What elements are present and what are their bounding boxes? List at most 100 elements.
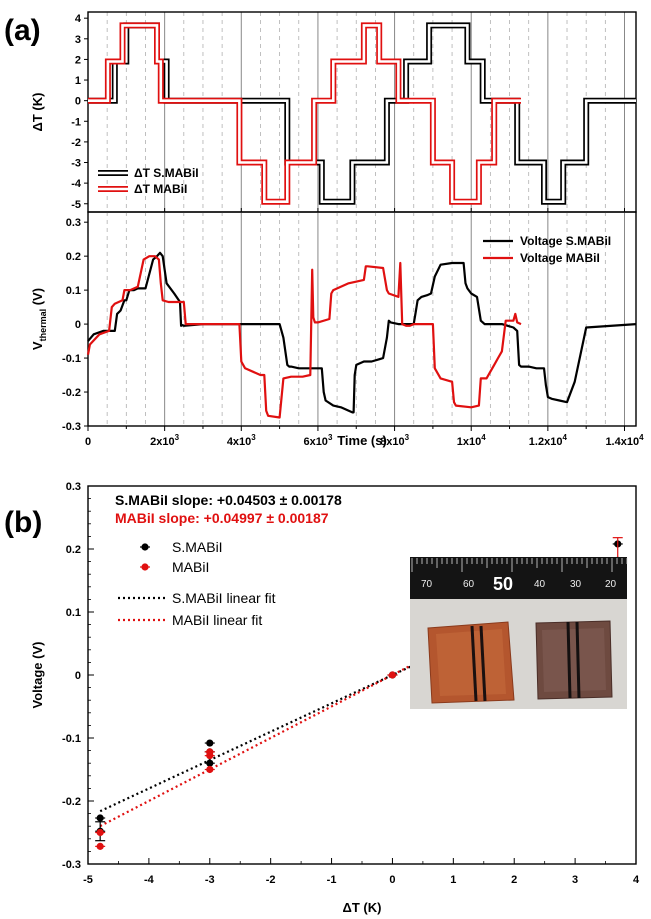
x-tick-label: 8x103 [380,433,409,448]
y-tick-label: 0.3 [66,481,81,493]
y-axis-label-unit: (V) [30,288,45,309]
x-tick-base: 4x10 [227,436,251,448]
x-tick-base: 1.2x10 [529,436,563,448]
legend-label: Voltage S.MABiI [520,234,611,248]
x-tick-exponent: 4 [562,433,567,442]
legend-label: ΔT S.MABiI [134,166,199,180]
x-tick-base: 1.4x10 [605,436,639,448]
x-tick-label: 3 [572,874,578,886]
x-tick-label: 2 [511,874,517,886]
series-line [86,255,522,419]
y-axis-label-sub: thermal [38,309,48,342]
y-tick-label: -0.1 [62,353,81,365]
ruler-number: 70 [421,579,433,590]
x-tick-label: 1.2x104 [529,433,568,448]
x-tick-label: -4 [144,874,155,886]
x-tick-label: 1.4x104 [605,433,644,448]
inset-ruler [410,557,627,599]
ruler-number: 40 [534,579,546,590]
slope-annotation: S.MABiI slope: +0.04503 ± 0.00178 [115,492,342,508]
x-tick-exponent: 3 [328,433,333,442]
y-tick-label: -4 [71,178,82,190]
x-tick-label: -3 [205,874,215,886]
x-axis-label: Time (s) [337,433,387,448]
x-tick-exponent: 4 [481,433,486,442]
x-tick-label: 4x103 [227,433,256,448]
ruler-ticks [411,558,628,572]
ruler-number: 60 [463,579,475,590]
x-tick-label: -1 [327,874,337,886]
x-axis-label: ΔT (K) [343,900,382,915]
y-tick-label: -1 [71,116,81,128]
x-tick-base: 2x10 [150,436,174,448]
series-line-inner [88,24,521,203]
legend-label: MABiI linear fit [172,612,262,628]
y-tick-label: 3 [75,34,81,46]
y-tick-label: 1 [75,75,81,87]
x-tick-label: 2x103 [150,433,179,448]
panel-a-label: (a) [4,14,41,47]
y-tick-label: -0.2 [62,796,81,808]
y-tick-label: 4 [75,13,82,25]
ruler-number: 30 [570,579,582,590]
ruler-number: 50 [493,574,513,594]
y-tick-label: -0.3 [62,859,81,871]
series-line [87,251,637,414]
x-tick-base: 6x10 [303,436,327,448]
y-tick-label: 2 [75,54,81,66]
x-tick-exponent: 4 [639,433,644,442]
legend-label: Voltage MABiI [520,251,600,265]
sample-mabii [427,621,515,704]
legend-label: S.MABiI [172,539,223,555]
x-tick-label: 1x104 [457,433,486,448]
y-axis-label: ΔT (K) [30,93,45,132]
x-tick-exponent: 3 [251,433,256,442]
y-tick-label: -5 [71,199,81,211]
x-tick-exponent: 3 [405,433,410,442]
ruler-number: 20 [605,579,617,590]
y-tick-label: -3 [71,158,81,170]
y-tick-label: 0 [75,96,81,108]
y-tick-label: 0 [75,319,81,331]
x-tick-base: 0 [85,436,91,448]
data-point [96,828,104,837]
x-tick-base: 8x10 [380,436,404,448]
data-point [206,752,214,760]
sample-smabii [535,620,613,700]
panel-b-chart: -0.3 -0.2 -0.1 0 0.1 0.2 0.3 -5 -4 -3 -2 -1 0 1 2 3 4 ΔT … [30,481,640,915]
data-point [206,739,214,747]
y-tick-label: 0 [75,670,81,682]
x-tick-label: 4 [633,874,640,886]
panel-b-label: (b) [4,506,42,539]
y-tick-label: -0.3 [62,421,81,433]
y-tick-label: -0.2 [62,387,81,399]
inset-photo: 70 60 50 40 30 20 [410,557,628,709]
data-point [96,842,104,850]
x-tick-label: -5 [83,874,93,886]
panel-a-bottom-chart: -0.3-0.2-0.100.10.20.30 2x103 4x103 6x103 8x… [30,211,644,448]
slope-annotation: MABiI slope: +0.04997 ± 0.00187 [115,510,329,526]
x-tick-label: -2 [266,874,276,886]
data-point [388,671,397,679]
y-tick-label: 0.2 [66,544,81,556]
x-tick-base: 1x10 [457,436,481,448]
data-point [206,759,214,767]
data-point [96,814,104,822]
plot-frame [87,211,637,427]
data-point [206,765,214,774]
y-tick-label: 0.2 [66,251,81,263]
legend-label: S.MABiI linear fit [172,590,276,606]
y-axis-label: Voltage (V) [30,642,45,709]
y-axis-label: Vthermal (V) [30,288,48,350]
x-tick-label: 0 [389,874,395,886]
x-tick-label: 0 [85,436,91,448]
y-tick-label: -0.1 [62,733,81,745]
legend-label: ΔT MABiI [134,182,187,196]
panel-a-top-chart: -5 -4 -3 -2 -1 0 1 2 3 4 ΔT (K) ΔT S.MABiI ΔT MABiI [30,11,637,213]
y-tick-label: 0.1 [66,607,81,619]
legend-label: MABiI [172,559,209,575]
y-tick-label: -2 [71,137,81,149]
x-tick-label: 1 [450,874,456,886]
y-tick-label: 0.3 [66,217,81,229]
